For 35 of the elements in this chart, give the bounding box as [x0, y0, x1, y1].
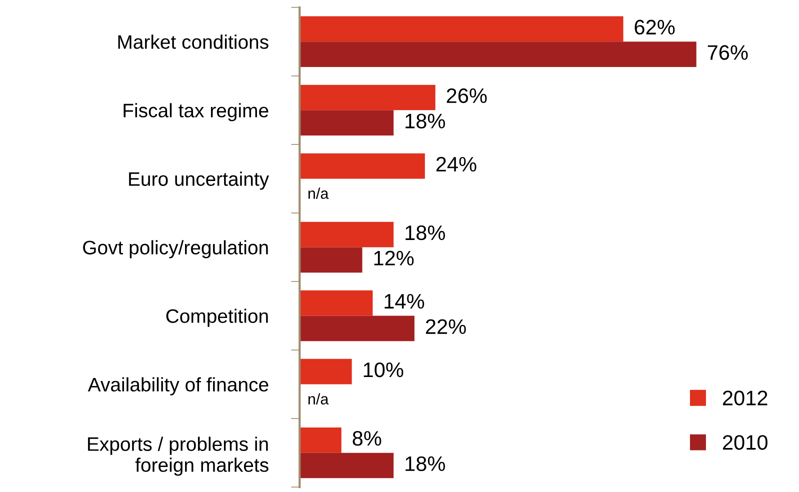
legend-label: 2012: [722, 390, 768, 406]
bar: [300, 42, 696, 67]
y-tick-label: Market conditions: [118, 34, 268, 49]
y-tick-label: Euro uncertainty: [129, 172, 270, 190]
bar: [300, 222, 394, 248]
data-label: 10%: [364, 362, 404, 378]
bar: [300, 358, 352, 384]
y-tick-label: Fiscal tax regime: [124, 103, 268, 122]
bar: [300, 16, 624, 42]
bar: [300, 316, 414, 342]
data-label: 76%: [708, 45, 748, 60]
data-label: 22%: [426, 319, 466, 334]
y-tick-label: Govt policy/regulation: [83, 240, 268, 258]
data-label: 18%: [406, 456, 445, 472]
legend-label: 2010: [722, 435, 768, 450]
bar: [300, 84, 436, 110]
bar: [300, 427, 342, 453]
data-label: 26%: [446, 88, 487, 104]
bar: [300, 110, 394, 136]
data-label: 14%: [384, 294, 424, 309]
data-label: 18%: [406, 225, 445, 240]
bar: [300, 290, 373, 316]
data-label: 18%: [406, 114, 445, 128]
bar: [300, 153, 425, 179]
data-label: 62%: [634, 20, 675, 35]
y-tick-label: Exports / problems in foreign markets: [88, 436, 268, 476]
bar: [300, 247, 362, 273]
text: n/a: [308, 393, 329, 404]
y-tick-label: Competition: [166, 308, 268, 327]
y-tick-label: Availability of finance: [88, 377, 268, 396]
data-label: 8%: [352, 430, 382, 446]
text: n/a: [308, 188, 329, 199]
data-label: 24%: [436, 156, 476, 172]
data-label: 12%: [374, 250, 414, 266]
bar: [300, 452, 394, 478]
